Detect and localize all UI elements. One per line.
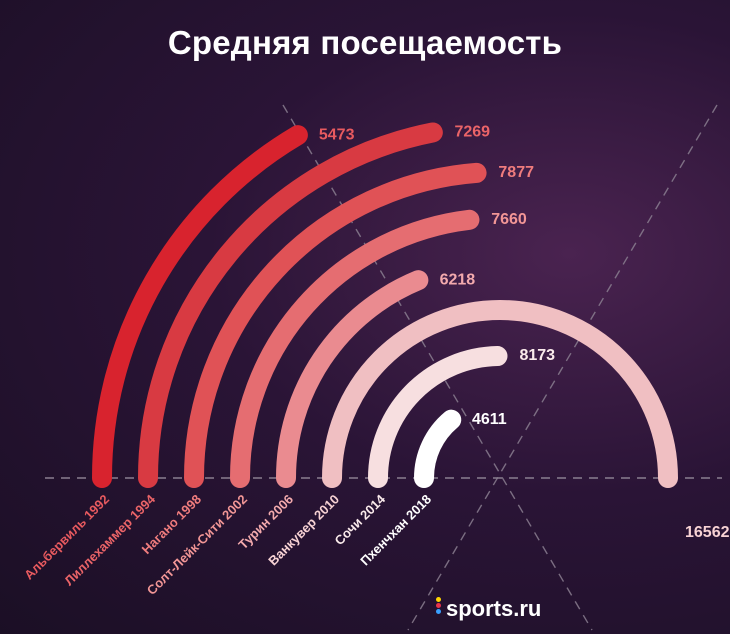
bar-arc [368,346,508,488]
bar-arc [92,125,308,488]
value-label: 8173 [519,347,555,364]
value-label: 6218 [440,271,476,288]
diagonal-guide [407,104,718,631]
bar-arc [322,300,678,488]
category-label: Альбервиль 1992 [21,492,112,583]
bar-arcs [92,122,678,488]
bar-arc [414,409,462,488]
bar-arc [184,162,487,488]
logo-dots-icon [436,597,442,619]
value-label: 4611 [472,411,507,428]
value-labels: 5473 7269 7877 7660 6218 16562 8173 4611 [319,124,730,541]
value-label: 16562 [685,524,730,541]
bar-arc [276,270,429,488]
chart-title: Средняя посещаемость [167,24,563,61]
value-label: 7269 [454,124,490,141]
bar-arc [230,209,480,488]
value-label: 7877 [498,164,534,181]
value-label: 7660 [491,211,527,228]
value-label: 5473 [319,126,355,143]
brand-logo: sports.ru [436,596,541,622]
brand-label: sports.ru [446,596,542,621]
bar-arc [138,122,443,488]
